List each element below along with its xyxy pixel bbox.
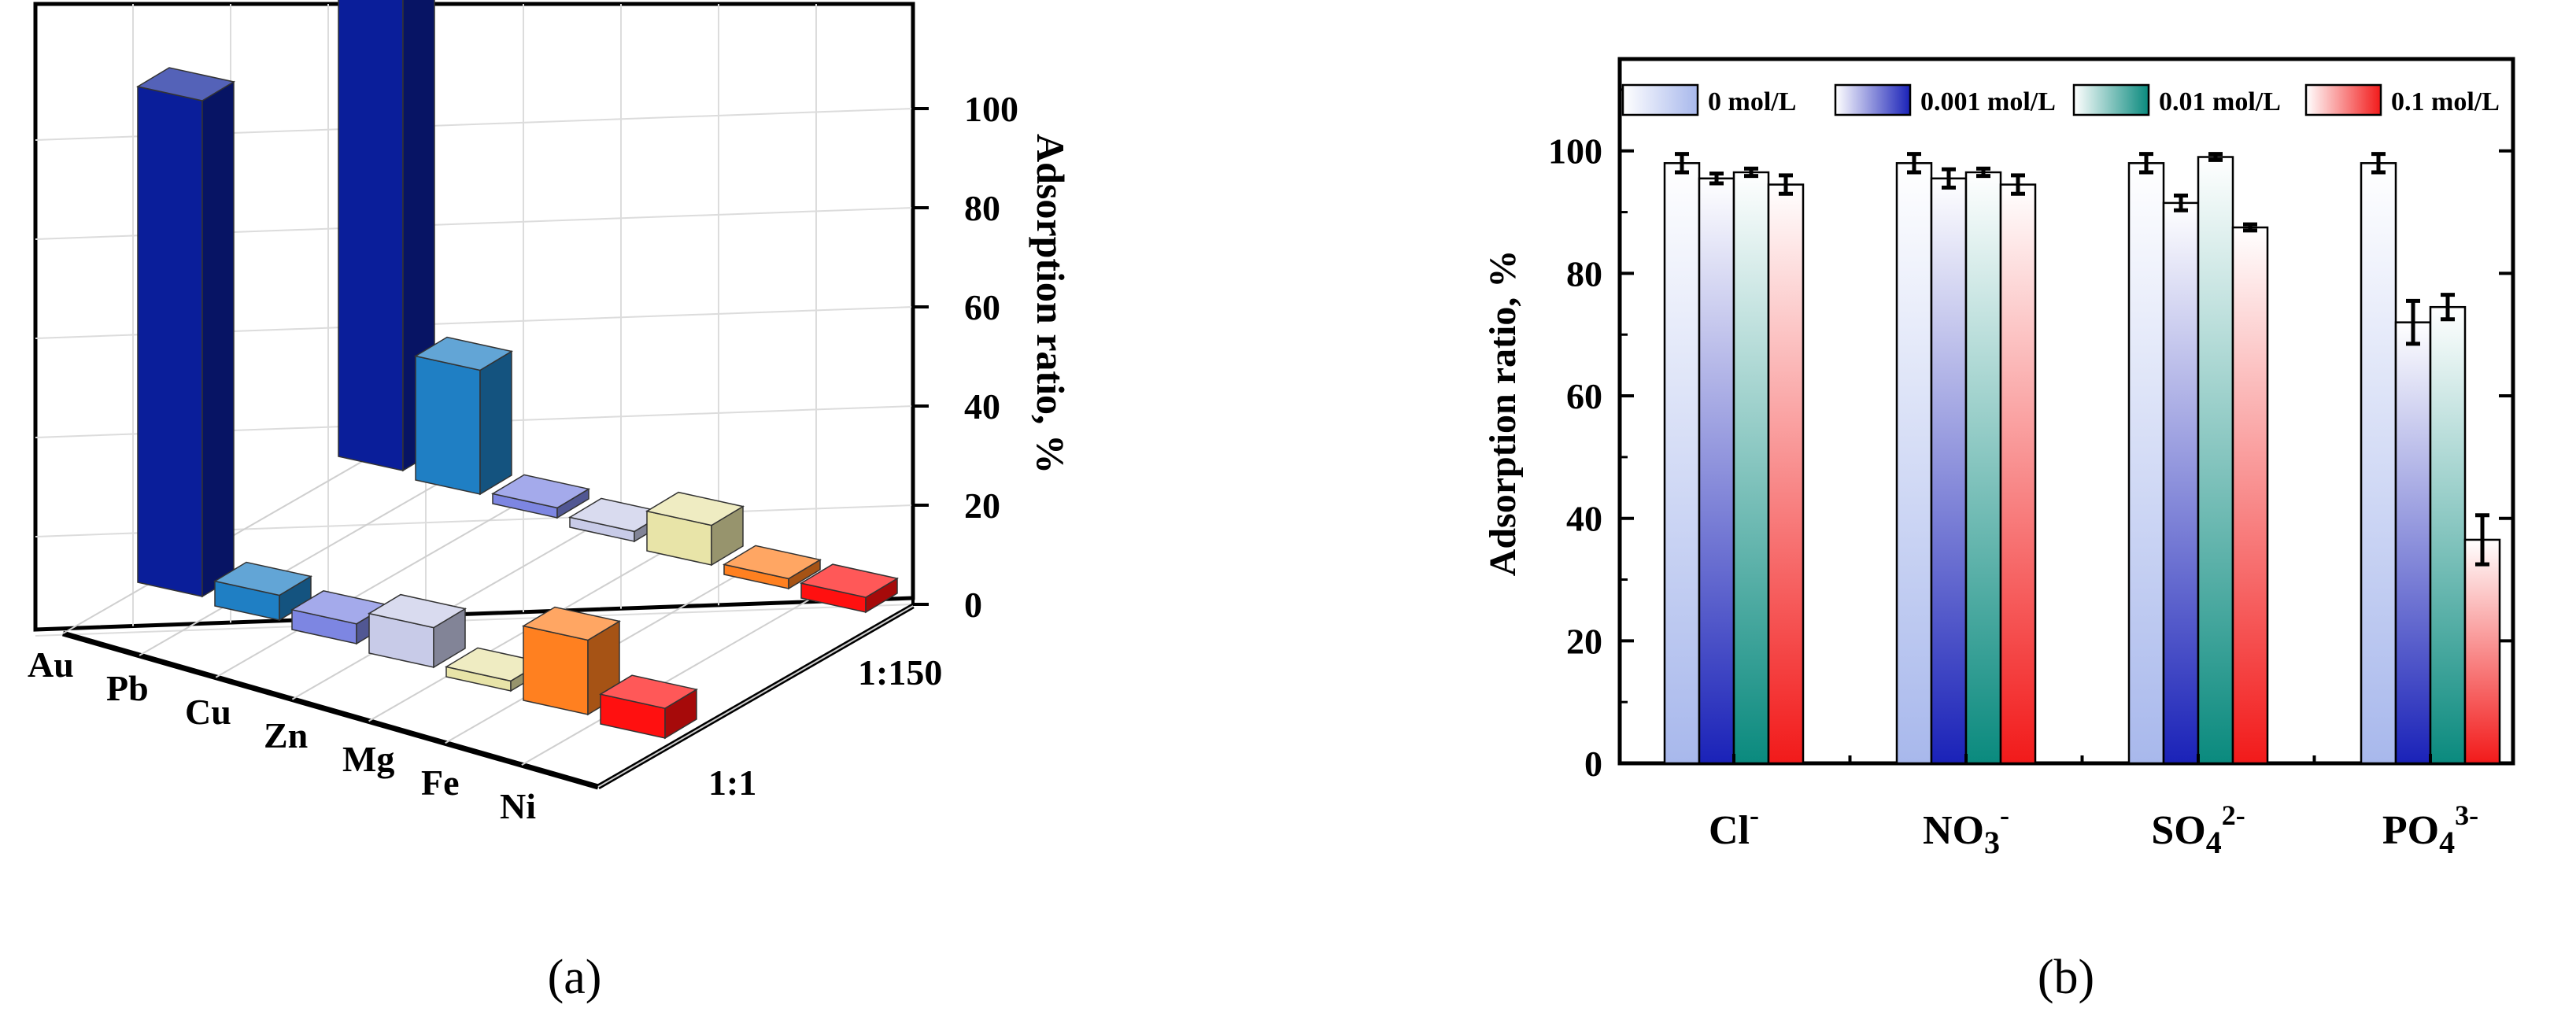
z-tick-label: 40	[964, 386, 1000, 427]
z-axis-ticks: 0 20 40 60 80 100	[913, 89, 1018, 625]
category-label-pb: Pb	[106, 668, 149, 708]
legend-item-0: 0 mol/L	[1621, 83, 1796, 116]
error-bar-no3-3	[2011, 173, 2025, 196]
bar-no3-0	[1895, 162, 1933, 765]
bar-po4-2	[2429, 305, 2467, 765]
error-bar-cl-1	[1709, 172, 1724, 186]
legend-label: 0 mol/L	[1708, 87, 1796, 116]
bar-cl-2	[1732, 171, 1770, 765]
error-bar-so4-2	[2208, 152, 2223, 162]
legend-swatch	[1621, 83, 1699, 116]
bar-so4-0	[2127, 162, 2165, 765]
x-label-no3: NO3-	[1923, 800, 2009, 860]
legend-swatch	[2304, 83, 2382, 116]
y-tick-label: 0	[1584, 744, 1602, 784]
bar-po4-3	[2463, 538, 2501, 765]
bar-3d-mg-1	[645, 491, 745, 567]
bar-3d-pb-1	[413, 336, 514, 496]
x-label-so4: SO42-	[2151, 800, 2245, 860]
bar-cl-3	[1767, 183, 1805, 765]
error-bar-po4-0	[2371, 152, 2386, 175]
bar-3d-ni-1	[799, 563, 900, 614]
floor-grid-line	[521, 583, 837, 766]
y-tick-label: 80	[1566, 253, 1602, 294]
bar-3d-fe-1	[722, 545, 822, 590]
error-bar-no3-2	[1976, 166, 1990, 179]
ratio-label-1: 1:150	[858, 652, 942, 692]
z-tick-label: 0	[964, 585, 982, 625]
floor-front-edge	[62, 630, 599, 790]
floor-grid-line	[215, 495, 531, 678]
legend: 0 mol/L 0.001 mol/L 0.01 mol/L 0.1 mol/L	[1621, 83, 2500, 116]
bar-po4-1	[2394, 321, 2432, 765]
y-tick-label: 60	[1566, 376, 1602, 416]
x-axis-labels: Cl- NO3- SO42- PO43-	[1709, 800, 2478, 860]
bar-3d-zn-0	[367, 593, 468, 669]
error-bar-cl-3	[1779, 173, 1793, 196]
bar-so4-1	[2162, 201, 2200, 765]
bar-3d-au-0	[135, 67, 236, 598]
bar-cl-1	[1698, 177, 1735, 765]
y-tick-label: 20	[1566, 621, 1602, 661]
bars-3d	[135, 0, 900, 740]
error-bar-cl-0	[1675, 152, 1689, 175]
legend-item-2: 0.01 mol/L	[2072, 83, 2281, 116]
category-label-mg: Mg	[342, 739, 394, 779]
legend-swatch	[1834, 83, 1912, 116]
error-bar-po4-2	[2441, 293, 2455, 322]
bar-no3-1	[1930, 177, 1968, 765]
bar-po4-0	[2360, 162, 2397, 765]
ratio-labels: 1:1 1:150	[708, 652, 942, 803]
error-bar-so4-1	[2174, 194, 2188, 212]
y-tick-label: 40	[1566, 499, 1602, 539]
bars	[1663, 156, 2501, 765]
z-tick-label: 100	[964, 89, 1018, 129]
category-label-ni: Ni	[500, 786, 536, 826]
z-axis-label: Adsorption ratio, %	[1029, 134, 1073, 474]
z-tick-label: 80	[964, 188, 1000, 228]
bar-so4-3	[2231, 226, 2269, 765]
category-labels: Au Pb Cu Zn Mg Fe Ni	[28, 644, 536, 826]
legend-label: 0.001 mol/L	[1920, 87, 2056, 116]
error-bar-po4-3	[2475, 513, 2489, 567]
floor-grid-line	[139, 473, 455, 656]
bar-3d-cu-1	[490, 474, 591, 519]
x-label-cl: Cl-	[1709, 800, 1759, 853]
bar-no3-2	[1964, 171, 2002, 765]
legend-swatch	[2072, 83, 2150, 116]
bar-3d-ni-0	[598, 674, 699, 740]
error-bar-no3-1	[1942, 167, 1956, 190]
panel-label-b: (b)	[2038, 951, 2094, 1004]
error-bar-so4-3	[2243, 222, 2257, 233]
legend-item-1: 0.001 mol/L	[1834, 83, 2056, 116]
ratio-label-0: 1:1	[708, 763, 756, 803]
error-bar-cl-2	[1744, 166, 1758, 179]
category-label-au: Au	[28, 644, 74, 685]
error-bar-no3-0	[1907, 152, 1921, 175]
y-axis-ticks: 0 20 40 60 80 100	[1548, 88, 2513, 784]
legend-label: 0.01 mol/L	[2159, 87, 2281, 116]
y-tick-label: 100	[1548, 131, 1602, 172]
z-tick-label: 20	[964, 486, 1000, 526]
chart-3d-adsorption: 0 20 40 60 80 100 Au Pb Cu Zn Mg Fe Ni 1:1 1:150 Ads…	[28, 0, 1073, 1004]
legend-item-3: 0.1 mol/L	[2304, 83, 2500, 116]
category-label-fe: Fe	[421, 763, 460, 803]
category-label-cu: Cu	[185, 692, 231, 732]
x-label-po4: PO43-	[2382, 800, 2478, 860]
error-bar-po4-1	[2406, 298, 2420, 346]
z-tick-label: 60	[964, 287, 1000, 327]
bar-no3-3	[1999, 183, 2037, 765]
bar-so4-2	[2197, 156, 2234, 765]
y-axis-label: Adsorption ratio, %	[1482, 250, 1524, 577]
bar-cl-0	[1663, 162, 1701, 765]
category-label-zn: Zn	[264, 715, 308, 755]
error-bar-so4-0	[2139, 152, 2153, 175]
plot-frame	[1617, 57, 2515, 766]
error-bars	[1675, 152, 2489, 567]
panel-label-a: (a)	[548, 951, 602, 1004]
legend-label: 0.1 mol/L	[2391, 87, 2500, 116]
floor-grid-line	[597, 605, 914, 788]
